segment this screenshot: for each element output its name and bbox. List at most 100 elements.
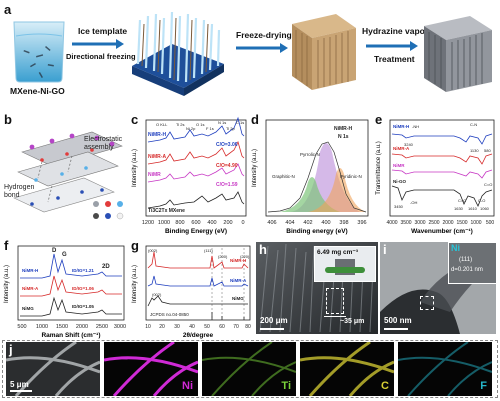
density-inset: 6.49 mg cm⁻³	[314, 246, 376, 282]
pore-label: ~35 μm	[340, 318, 365, 325]
component-label: Graphitic-N	[272, 174, 295, 179]
assembly-illustration	[13, 131, 124, 220]
scale-label: 200 μm	[260, 316, 288, 325]
panel-a-label: a	[4, 2, 12, 17]
xrd-peak-label: (200)	[218, 254, 228, 259]
xps-survey-xlabel: Binding Energy (eV)	[165, 228, 227, 235]
series-nimr-h	[147, 116, 245, 143]
beaker-illustration	[13, 21, 65, 83]
raman-series-label: NiMR-A	[22, 286, 39, 291]
xrd-series-label: NiMR-H	[230, 258, 246, 263]
panel-d-label: d	[251, 112, 259, 127]
panel-i-label: i	[383, 242, 387, 257]
ratio-label: C/O=1.59	[216, 182, 238, 188]
ftir-series-label: NiMR-H	[393, 124, 409, 129]
component-label: Pyrrolic-N	[300, 152, 320, 157]
component-label: Pyridinic-N	[340, 174, 362, 179]
xrd-chart: Intensity (a.u.) 10 20 30 40 50 60 70 80…	[132, 245, 251, 339]
panel-c-label: c	[131, 112, 139, 127]
raman-ylabel: Intensity (a.u.)	[4, 265, 10, 303]
series-label: NiMR-H	[148, 132, 166, 138]
ftir-annotation: C-O	[478, 198, 485, 203]
density-label: 6.49 mg cm⁻³	[317, 249, 359, 256]
raman-chart: Intensity (a.u.) 500 1000 1500 2000 2500…	[4, 245, 126, 339]
ftir-annotation: 3450	[394, 204, 404, 209]
raman-ratio-label: ID/IG=1.21	[72, 268, 94, 273]
raman-band-label: D	[52, 248, 57, 254]
xrd-xlabel: 2θ/degree	[183, 332, 214, 339]
xrd-ylabel: Intensity (a.u.)	[132, 265, 138, 303]
panel-j-label: j	[9, 342, 13, 357]
eds-element-label: Ti	[281, 380, 291, 392]
sample-label: NiMR-H	[334, 126, 352, 132]
peak-label: O 1s	[196, 122, 204, 127]
n1s-tick: 404	[285, 220, 294, 226]
xps-tick: 0	[241, 220, 244, 226]
hrtem-inset: Ni (111) d=0.201 nm	[448, 242, 496, 284]
series-label: Ti3C2Tx MXene	[148, 208, 185, 214]
eds-frame	[2, 340, 498, 398]
xrd-series-label: NiMR-A	[230, 278, 247, 283]
raman-band-label: 2D	[102, 264, 110, 270]
scale-label: 5 μm	[10, 380, 29, 389]
xrd-nimg	[147, 295, 248, 307]
xrd-tick: 60	[219, 324, 225, 330]
ftir-tick: 2000	[442, 220, 453, 226]
raman-series-label: NiMR-H	[22, 268, 38, 273]
xrd-nimr-a	[147, 275, 249, 287]
eds-element-label: F	[480, 380, 487, 392]
pore-arrow	[324, 316, 346, 317]
eds-map-ni: Ni	[104, 342, 198, 396]
panel-e-label: e	[375, 112, 383, 127]
peak-label: Ni 2p	[186, 126, 196, 131]
xrd-tick: 70	[233, 324, 239, 330]
xps-survey-chart: Intensity (a.u.) 1200 1000 800 600 400 2…	[132, 116, 247, 235]
scale-bar	[10, 390, 32, 392]
raman-series-label: NiMG	[22, 306, 34, 311]
aerogel-block-illustration	[292, 14, 356, 90]
ratio-label: C/O=3.06	[216, 142, 238, 148]
raman-tick: 3000	[114, 324, 126, 330]
ftir-annotation: C-N	[470, 122, 477, 127]
ftir-ni-go	[391, 185, 493, 207]
xps-n1s-chart: Intensity (a.u.) 406 404 402 400 398 396…	[252, 119, 369, 235]
ftir-tick: 4000	[386, 220, 397, 226]
ftir-annotation: 1630	[454, 206, 464, 211]
electrostatic-label: Electrostatic assembly	[84, 136, 123, 151]
n1s-tick: 402	[303, 220, 312, 226]
xrd-tick: 20	[159, 324, 165, 330]
beaker-caption: MXene-Ni-GO	[10, 86, 65, 96]
ftir-annotation: 1060	[480, 206, 490, 211]
ftir-annotation: 1130	[470, 148, 479, 153]
xps-tick: 200	[223, 220, 232, 226]
ftir-series-label: NiMR	[393, 163, 405, 168]
tem-image: i Ni (111) d=0.201 nm 500 nm	[380, 242, 496, 334]
spacing-label: d=0.201 nm	[451, 267, 483, 273]
peak-label: C 1s	[236, 120, 244, 125]
arrow-icon	[236, 43, 288, 53]
ftir-tick: 1000	[470, 220, 481, 226]
panel-f-label: f	[4, 238, 9, 253]
ftir-annotation: 3240	[404, 142, 414, 147]
raman-tick: 1000	[36, 324, 48, 330]
pyridinic-peak	[308, 168, 366, 212]
plane-label: (111)	[459, 257, 473, 263]
scale-bar	[260, 328, 284, 330]
raman-tick: 2000	[76, 324, 88, 330]
xrd-peak-label: (002)	[148, 248, 158, 253]
atom-legend	[93, 201, 124, 220]
ftir-series-label: Ni-GO	[393, 179, 406, 184]
xps-tick: 800	[175, 220, 184, 226]
raman-ratio-label: ID/IG=1.06	[72, 286, 94, 291]
ftir-annotation: -NH	[412, 124, 419, 129]
eds-map-ti: Ti	[202, 342, 296, 396]
scale-label: 500 nm	[384, 316, 412, 325]
eds-map-c: C	[300, 342, 394, 396]
orbital-label: N 1s	[338, 134, 349, 140]
ftir-nimr-h	[391, 133, 493, 145]
xrd-peak-label: (002)	[152, 292, 162, 297]
ftir-annotation: -OH	[410, 200, 417, 205]
zoom-box	[420, 296, 434, 310]
ftir-series-label: NiMR-A	[393, 146, 410, 151]
ice-template-illustration	[132, 11, 224, 96]
